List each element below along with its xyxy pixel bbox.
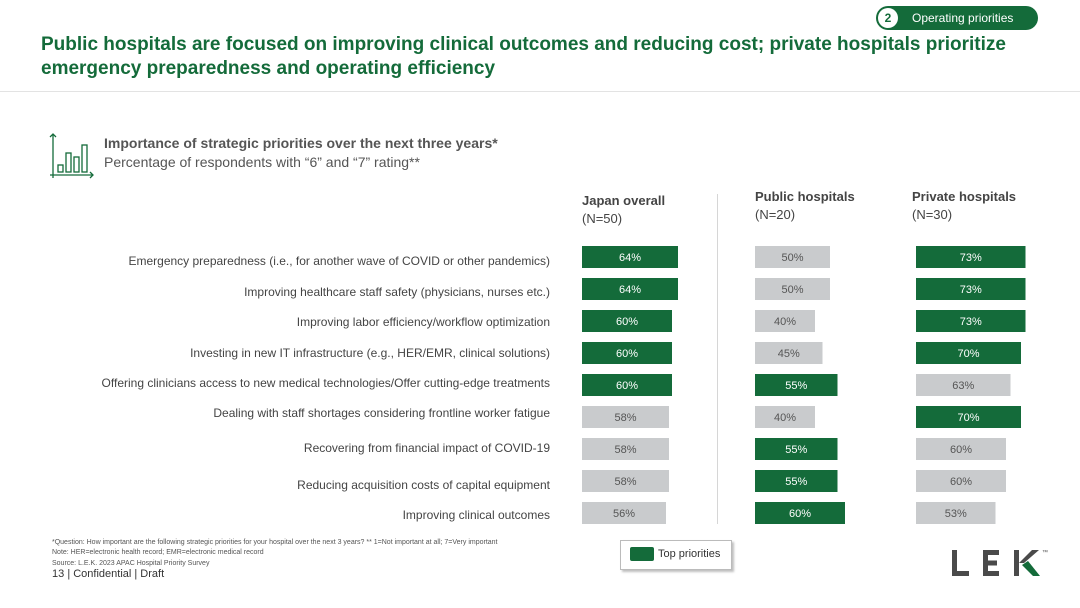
bar-value-label: 55% bbox=[785, 444, 807, 456]
bar-value-label: 60% bbox=[950, 444, 972, 456]
bar bbox=[582, 246, 678, 268]
bar bbox=[916, 470, 1006, 492]
bar bbox=[916, 374, 1011, 396]
row-label: Improving labor efficiency/workflow opti… bbox=[296, 315, 550, 329]
bar bbox=[582, 278, 678, 300]
row-label: Investing in new IT infrastructure (e.g.… bbox=[190, 346, 550, 360]
lek-logo: ™ bbox=[952, 549, 1048, 576]
column-sample-size: (N=50) bbox=[582, 211, 623, 226]
bar-value-label: 70% bbox=[957, 348, 979, 360]
bar-value-label: 58% bbox=[614, 412, 636, 424]
bar-value-label: 60% bbox=[789, 508, 811, 520]
column-divider bbox=[717, 194, 718, 524]
bar bbox=[582, 470, 669, 492]
bar-value-label: 53% bbox=[945, 508, 967, 520]
column-title: Japan overall bbox=[582, 193, 666, 208]
bar bbox=[916, 502, 996, 524]
section-label: Operating priorities bbox=[912, 11, 1014, 25]
svg-text:™: ™ bbox=[1042, 549, 1048, 556]
bar bbox=[755, 374, 838, 396]
bar-chart-icon bbox=[49, 133, 94, 179]
bar bbox=[755, 438, 838, 460]
bar bbox=[916, 342, 1021, 364]
bar-value-label: 50% bbox=[781, 252, 803, 264]
bar bbox=[755, 502, 845, 524]
row-label: Emergency preparedness (i.e., for anothe… bbox=[128, 254, 550, 268]
bar-value-label: 58% bbox=[614, 476, 636, 488]
bar bbox=[755, 470, 838, 492]
footnote-source: Source: L.E.K. 2023 APAC Hospital Priori… bbox=[52, 560, 210, 567]
bar bbox=[582, 342, 672, 364]
chart-subtitle-secondary: Percentage of respondents with “6” and “… bbox=[104, 154, 420, 170]
bar bbox=[755, 246, 830, 268]
row-label: Dealing with staff shortages considering… bbox=[213, 406, 550, 420]
bar-value-label: 60% bbox=[616, 348, 638, 360]
column-header-japan: Japan overall (N=50) bbox=[582, 192, 665, 228]
section-badge bbox=[876, 6, 1038, 30]
bar bbox=[755, 278, 830, 300]
row-label: Improving clinical outcomes bbox=[402, 508, 550, 522]
bar bbox=[582, 502, 666, 524]
page-footer: 13 | Confidential | Draft bbox=[52, 568, 164, 580]
footnote-question: *Question: How important are the followi… bbox=[52, 539, 498, 546]
bar bbox=[916, 310, 1026, 332]
page-title: Public hospitals are focused on improvin… bbox=[41, 34, 1006, 79]
footnote-note: Note: HER=electronic health record; EMR=… bbox=[52, 549, 264, 556]
bar-value-label: 73% bbox=[960, 284, 982, 296]
bar-value-label: 40% bbox=[774, 412, 796, 424]
bar bbox=[582, 406, 669, 428]
legend-label: Top priorities bbox=[658, 548, 721, 560]
bar bbox=[916, 406, 1021, 428]
title-divider bbox=[0, 91, 1080, 92]
column-header-public: Public hospitals (N=20) bbox=[755, 188, 855, 224]
footer-text: | Confidential | Draft bbox=[67, 568, 165, 580]
column-title: Private hospitals bbox=[912, 189, 1017, 204]
bar-value-label: 56% bbox=[613, 508, 635, 520]
bar bbox=[755, 406, 815, 428]
bar bbox=[582, 374, 672, 396]
bar-value-label: 73% bbox=[960, 252, 982, 264]
page-number: 13 bbox=[52, 568, 65, 580]
column-header-private: Private hospitals (N=30) bbox=[912, 188, 1016, 224]
column-title: Public hospitals bbox=[755, 189, 855, 204]
bar bbox=[582, 438, 669, 460]
bar bbox=[916, 246, 1026, 268]
bar bbox=[582, 310, 672, 332]
bar-value-label: 58% bbox=[614, 444, 636, 456]
column-sample-size: (N=30) bbox=[912, 207, 953, 222]
chart-subtitle-main: Importance of strategic priorities over … bbox=[104, 135, 498, 151]
bar-value-label: 55% bbox=[785, 476, 807, 488]
column-sample-size: (N=20) bbox=[755, 207, 796, 222]
bar-value-label: 73% bbox=[960, 316, 982, 328]
legend-swatch-top-priority bbox=[630, 547, 654, 561]
bar-value-label: 55% bbox=[785, 380, 807, 392]
section-number: 2 bbox=[878, 8, 898, 28]
bar-value-label: 64% bbox=[619, 252, 641, 264]
bar-value-label: 60% bbox=[616, 316, 638, 328]
row-label: Reducing acquisition costs of capital eq… bbox=[297, 478, 550, 492]
row-label: Improving healthcare staff safety (physi… bbox=[244, 285, 550, 299]
bar bbox=[755, 342, 823, 364]
bar-value-label: 50% bbox=[781, 284, 803, 296]
bar-value-label: 64% bbox=[619, 284, 641, 296]
row-label: Offering clinicians access to new medica… bbox=[101, 376, 550, 390]
bar-value-label: 60% bbox=[950, 476, 972, 488]
bar-value-label: 70% bbox=[957, 412, 979, 424]
bar-value-label: 45% bbox=[778, 348, 800, 360]
bar bbox=[916, 438, 1006, 460]
bar-value-label: 60% bbox=[616, 380, 638, 392]
bar bbox=[916, 278, 1026, 300]
bar-value-label: 40% bbox=[774, 316, 796, 328]
legend: Top priorities bbox=[620, 540, 732, 570]
bar bbox=[755, 310, 815, 332]
row-label: Recovering from financial impact of COVI… bbox=[303, 441, 550, 455]
bar-value-label: 63% bbox=[952, 380, 974, 392]
